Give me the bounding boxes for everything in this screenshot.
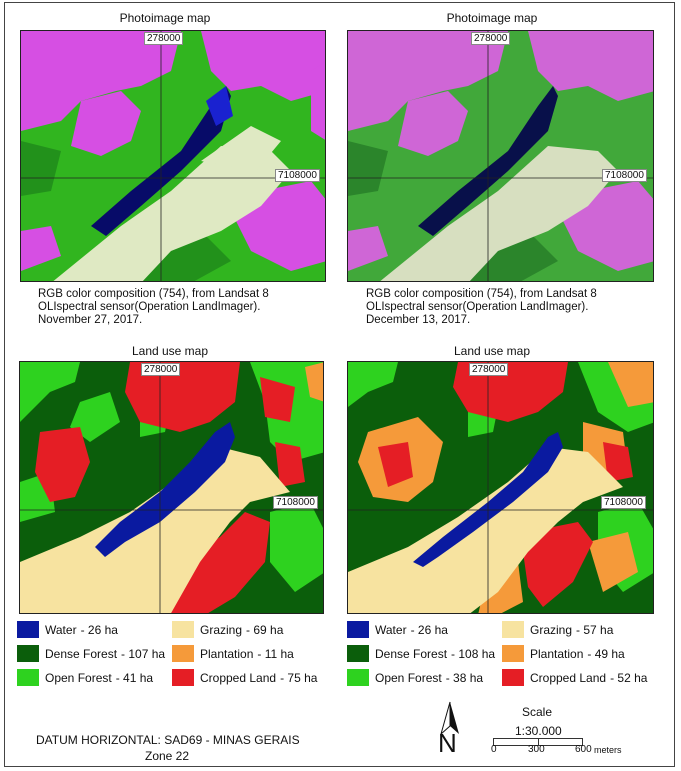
legend-swatch [17, 645, 39, 662]
legend-value: - 57 ha [576, 622, 614, 637]
legend-label: Plantation [530, 646, 584, 661]
legend-label: Open Forest [375, 670, 442, 685]
legend-swatch [502, 621, 524, 638]
legend-value: - 75 ha [280, 670, 318, 685]
scale-ratio: 1:30.000 [515, 724, 562, 738]
scale-tick-0: 0 [491, 744, 497, 755]
legend-nov: Water - 26 ha Dense Forest - 107 ha Open For… [17, 621, 327, 691]
legend-label: Grazing [200, 622, 243, 637]
legend-item-open: Open Forest - 38 ha [347, 669, 483, 686]
legend-item-water: Water - 26 ha [347, 621, 448, 638]
figure-frame [4, 2, 675, 767]
legend-label: Water [45, 622, 77, 637]
legend-item-water: Water - 26 ha [17, 621, 118, 638]
legend-swatch [172, 669, 194, 686]
caption-dec: RGB color composition (754), from Landsa… [366, 288, 597, 327]
legend-value: - 26 ha [410, 622, 448, 637]
legend-item-plantation: Plantation - 11 ha [172, 645, 294, 662]
legend-swatch [502, 645, 524, 662]
caption-line: November 27, 2017. [38, 314, 143, 326]
legend-item-grazing: Grazing - 69 ha [172, 621, 283, 638]
caption-line: RGB color composition (754), from Landsa… [366, 288, 597, 300]
legend-swatch [17, 621, 39, 638]
photoimage-title-left: Photoimage map [119, 11, 211, 25]
coord-x-label: 278000 [141, 363, 181, 376]
legend-label: Grazing [530, 622, 573, 637]
legend-value: - 11 ha [257, 646, 294, 661]
caption-nov: RGB color composition (754), from Landsa… [38, 288, 269, 327]
coord-y-label: 7108000 [602, 169, 647, 182]
legend-value: - 26 ha [80, 622, 118, 637]
legend-value: - 49 ha [587, 646, 625, 661]
legend-swatch [347, 645, 369, 662]
coord-x-label: 278000 [471, 32, 511, 45]
legend-label: Cropped Land [530, 670, 607, 685]
photoimage-title-right: Photoimage map [446, 11, 538, 25]
landuse-map-nov: 278000 7108000 [19, 361, 324, 614]
north-arrow-icon: N [435, 700, 465, 760]
legend-label: Cropped Land [200, 670, 277, 685]
legend-label: Water [375, 622, 407, 637]
landuse-map-dec: 278000 7108000 [347, 361, 654, 614]
coord-y-label: 7108000 [601, 496, 646, 509]
legend-value: - 108 ha [451, 646, 496, 661]
photoimage-map-nov: 278000 7108000 [20, 30, 326, 282]
legend-item-open: Open Forest - 41 ha [17, 669, 153, 686]
legend-value: - 107 ha [121, 646, 166, 661]
caption-line: OLIspectral sensor(Operation LandImager)… [38, 301, 261, 313]
coord-y-label: 7108000 [273, 496, 318, 509]
legend-value: - 41 ha [115, 670, 154, 685]
legend-swatch [172, 621, 194, 638]
legend-swatch [172, 645, 194, 662]
scale-tick-600: 600 [575, 744, 592, 755]
legend-value: - 69 ha [246, 622, 284, 637]
scale-bar [493, 738, 583, 746]
legend-label: Open Forest [45, 670, 112, 685]
caption-line: OLIspectral sensor(Operation LandImager)… [366, 301, 589, 313]
legend-label: Dense Forest [45, 646, 118, 661]
scale-tick-300: 300 [528, 744, 545, 755]
legend-swatch [347, 621, 369, 638]
legend-value: - 38 ha [445, 670, 484, 685]
photoimage-map-dec: 278000 7108000 [347, 30, 654, 282]
caption-line: RGB color composition (754), from Landsa… [38, 288, 269, 300]
landuse-title-right: Land use map [453, 344, 531, 358]
caption-line: December 13, 2017. [366, 314, 471, 326]
datum-label: DATUM HORIZONTAL: SAD69 - MINAS GERAIS [36, 733, 300, 747]
legend-swatch [347, 669, 369, 686]
legend-label: Dense Forest [375, 646, 448, 661]
coord-x-label: 278000 [144, 32, 184, 45]
north-label: N [438, 728, 457, 758]
legend-item-dense: Dense Forest - 107 ha [17, 645, 165, 662]
legend-label: Plantation [200, 646, 254, 661]
legend-dec: Water - 26 ha Dense Forest - 108 ha Open For… [347, 621, 657, 691]
legend-item-cropped: Cropped Land - 75 ha [172, 669, 317, 686]
legend-value: - 52 ha [610, 670, 648, 685]
legend-swatch [502, 669, 524, 686]
coord-x-label: 278000 [469, 363, 509, 376]
legend-swatch [17, 669, 39, 686]
legend-item-dense: Dense Forest - 108 ha [347, 645, 495, 662]
scale-title: Scale [522, 705, 553, 719]
coord-y-label: 7108000 [275, 169, 320, 182]
legend-item-plantation: Plantation - 49 ha [502, 645, 625, 662]
legend-item-cropped: Cropped Land - 52 ha [502, 669, 647, 686]
zone-label: Zone 22 [145, 749, 190, 763]
scale-units: meters [594, 745, 622, 755]
legend-item-grazing: Grazing - 57 ha [502, 621, 613, 638]
landuse-title-left: Land use map [131, 344, 209, 358]
